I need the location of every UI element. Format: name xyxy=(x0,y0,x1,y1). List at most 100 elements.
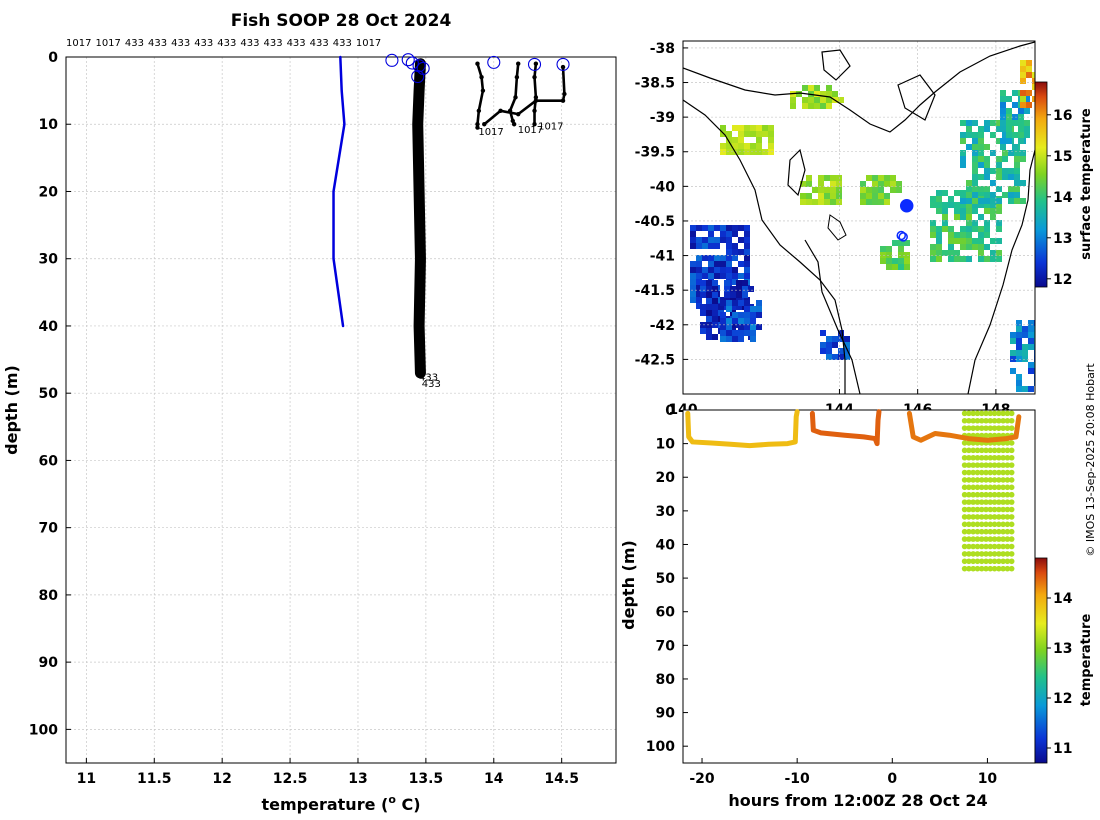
timeseries-column-dot xyxy=(991,506,998,513)
map-sst-cell xyxy=(966,214,972,220)
timeseries-column-dot xyxy=(978,477,985,483)
map-coastline xyxy=(683,41,1035,394)
map-sst-cell xyxy=(744,312,750,318)
profile-xtick-label: 11 xyxy=(77,771,96,787)
map-sst-cell xyxy=(1018,138,1024,144)
timeseries-column-dot xyxy=(991,462,998,468)
timeseries-column-dot xyxy=(1004,447,1011,454)
timeseries-column-dot xyxy=(983,551,989,557)
map-sst-cell xyxy=(960,208,966,214)
timeseries-column-dot xyxy=(991,477,998,483)
map-sst-cell xyxy=(942,202,948,208)
map-sst-cell xyxy=(702,255,708,261)
map-sst-cell xyxy=(1014,174,1020,180)
timeseries-column-dot xyxy=(987,499,994,505)
map-sst-cell xyxy=(832,342,838,348)
map-sst-cell xyxy=(720,330,726,336)
map-sst-cell xyxy=(812,199,818,205)
timeseries-column-dot xyxy=(1008,491,1015,498)
map-sst-cell xyxy=(744,225,750,231)
timeseries-column-dot xyxy=(1000,565,1006,572)
map-sst-cell xyxy=(1020,66,1026,72)
map-track-point xyxy=(898,232,908,242)
map-sst-cell xyxy=(884,199,890,205)
map-sst-cell xyxy=(1016,386,1022,392)
map-sst-cell xyxy=(996,156,1002,162)
timeseries-column-dot xyxy=(961,521,968,528)
map-sst-cell xyxy=(1020,150,1026,156)
map-sst-cell xyxy=(880,246,886,252)
map-sst-cell xyxy=(996,202,1002,208)
timeseries-column-dot xyxy=(996,565,1002,572)
map-sst-cell xyxy=(690,291,696,297)
map-ytick-label: -42.5 xyxy=(635,352,675,368)
map-sst-cell xyxy=(720,237,726,243)
timeseries-column-dot xyxy=(987,462,994,468)
map-sst-cell xyxy=(738,261,744,267)
map-sst-cell xyxy=(744,324,750,330)
map-sst-cell xyxy=(736,292,742,298)
map-sst-cell xyxy=(1032,96,1035,102)
map-sst-cell xyxy=(1008,198,1014,204)
map-sst-cell xyxy=(972,150,978,156)
map-sst-cell xyxy=(1008,186,1014,192)
profile-series-point xyxy=(511,122,517,127)
map-sst-cell xyxy=(978,162,984,168)
map-sst-cell xyxy=(726,231,732,237)
map-sst-cell xyxy=(800,199,806,205)
map-sst-cell xyxy=(972,238,978,244)
timeseries-column-dot xyxy=(1008,484,1015,491)
map-sst-cell xyxy=(886,246,892,252)
map-sst-cell xyxy=(878,193,884,199)
map-sst-cell xyxy=(818,187,824,193)
map-sst-cell xyxy=(1008,192,1014,198)
timeseries-column-dot xyxy=(987,447,994,454)
timeseries-column-dot xyxy=(974,462,981,468)
timeseries-column-dot xyxy=(966,484,972,491)
timeseries-ytick-label: 10 xyxy=(656,437,676,453)
timeseries-column-dot xyxy=(978,514,985,520)
map-sst-cell xyxy=(978,256,984,262)
map-sst-cell xyxy=(732,249,738,255)
map-sst-cell xyxy=(990,198,996,204)
timeseries-column-dot xyxy=(1008,521,1015,528)
map-sst-cell xyxy=(1016,344,1022,350)
map-sst-cell xyxy=(836,199,842,205)
map-sst-cell xyxy=(1016,338,1022,344)
timeseries-column-dot xyxy=(996,425,1002,431)
map-sst-cell xyxy=(744,306,750,312)
timeseries-column-dot xyxy=(983,484,989,491)
map-sst-cell xyxy=(996,226,1002,232)
map-sst-cell xyxy=(1018,120,1024,126)
map-sst-cell xyxy=(814,85,820,91)
timeseries-column-dot xyxy=(991,417,998,424)
timeseries-column-dot xyxy=(978,425,985,431)
timeseries-column-dot xyxy=(996,454,1002,461)
map-sst-cell xyxy=(996,186,1002,192)
timeseries-column-dot xyxy=(991,432,998,439)
timeseries-column-dot xyxy=(996,536,1002,542)
timeseries-column-dot xyxy=(970,410,976,417)
map-sst-cell xyxy=(904,258,910,264)
profile-series-line xyxy=(412,58,426,379)
map-sst-cell xyxy=(690,279,696,285)
timeseries-column-dot xyxy=(978,506,985,513)
profile-surface-circle xyxy=(527,57,542,71)
map-sst-cell xyxy=(978,150,984,156)
timeseries-column-dot xyxy=(996,469,1002,476)
profile-annotation: 1017 xyxy=(538,122,563,133)
timeseries-colorbar-tick-label: 11 xyxy=(1053,741,1072,757)
timeseries-column-dot xyxy=(987,454,994,461)
timeseries-column-dot xyxy=(1008,514,1015,520)
map-sst-cell xyxy=(960,232,966,238)
timeseries-column-dot xyxy=(983,506,989,513)
map-sst-cell xyxy=(960,214,966,220)
timeseries-segments xyxy=(685,409,1022,449)
map-sst-cell xyxy=(700,286,706,292)
map-sst-cell xyxy=(978,126,984,132)
map-sst-cell xyxy=(696,255,702,261)
profile-top-id: 433 xyxy=(263,38,282,49)
map-sst-cell xyxy=(720,131,726,137)
map-sst-cell xyxy=(826,97,832,103)
map-colorbar-tick-label: 16 xyxy=(1053,108,1072,124)
